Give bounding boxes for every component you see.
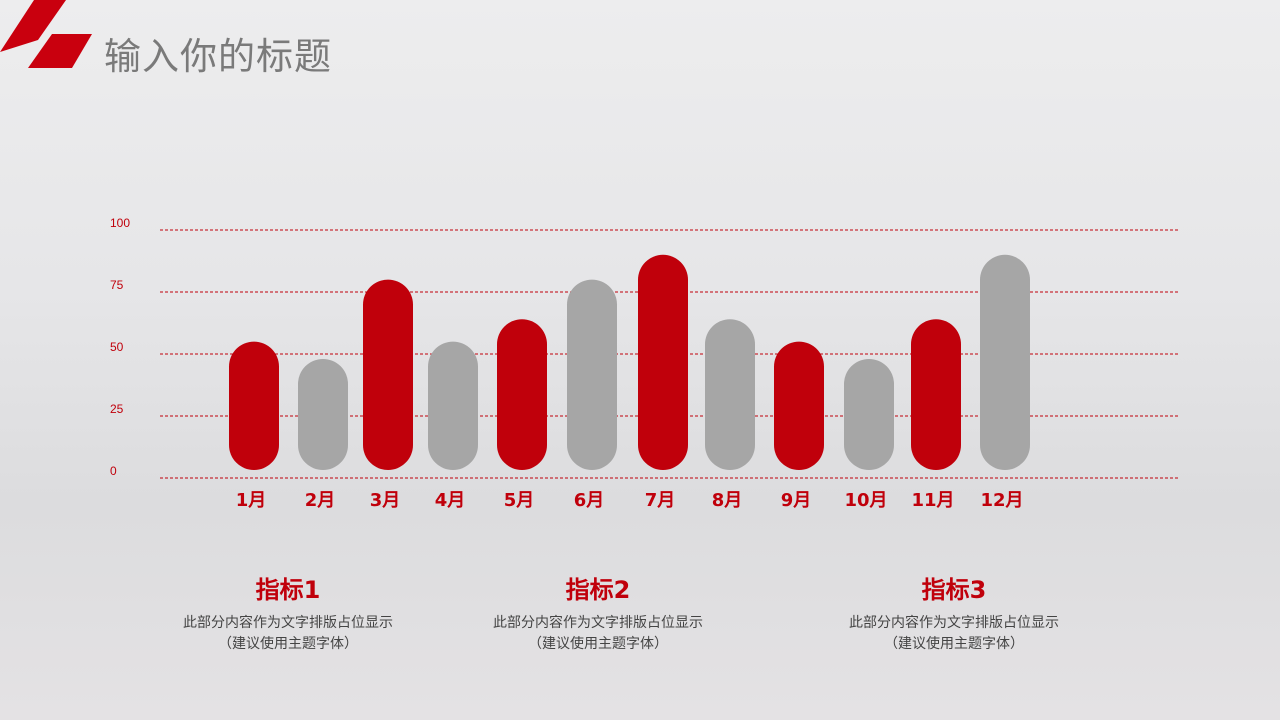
x-tick-label: 11月 bbox=[911, 490, 954, 511]
indicator-desc: 此部分内容作为文字排版占位显示 bbox=[493, 615, 703, 631]
bar bbox=[497, 319, 547, 470]
x-tick-label: 10月 bbox=[844, 490, 887, 511]
page-title: 输入你的标题 bbox=[104, 35, 332, 78]
bar bbox=[428, 341, 478, 470]
indicator-2: 指标2 此部分内容作为文字排版占位显示 （建议使用主题字体） bbox=[468, 570, 728, 655]
logo-icon bbox=[0, 0, 92, 68]
indicator-note: （建议使用主题字体） bbox=[218, 636, 358, 652]
indicator-title: 指标1 bbox=[255, 576, 321, 604]
bar bbox=[774, 341, 824, 470]
bar bbox=[705, 319, 755, 470]
y-tick-label: 25 bbox=[110, 402, 124, 416]
x-tick-label: 4月 bbox=[435, 490, 466, 511]
indicator-desc: 此部分内容作为文字排版占位显示 bbox=[183, 615, 393, 631]
x-tick-label: 5月 bbox=[504, 490, 535, 511]
indicator-1: 指标1 此部分内容作为文字排版占位显示 （建议使用主题字体） bbox=[158, 570, 418, 655]
y-tick-label: 50 bbox=[110, 340, 124, 354]
y-tick-label: 75 bbox=[110, 278, 124, 292]
bar bbox=[298, 358, 348, 470]
indicator-title: 指标3 bbox=[921, 576, 987, 604]
x-tick-label: 3月 bbox=[370, 490, 401, 511]
bar bbox=[567, 279, 617, 470]
x-tick-label: 2月 bbox=[305, 490, 336, 511]
bar bbox=[229, 341, 279, 470]
x-tick-label: 12月 bbox=[980, 490, 1023, 511]
y-tick-label: 100 bbox=[110, 216, 130, 230]
indicator-title: 指标2 bbox=[565, 576, 631, 604]
indicator-note: （建议使用主题字体） bbox=[528, 636, 668, 652]
bar bbox=[980, 254, 1030, 470]
indicator-desc: 此部分内容作为文字排版占位显示 bbox=[849, 615, 1059, 631]
bar bbox=[363, 279, 413, 470]
x-tick-label: 1月 bbox=[236, 490, 267, 511]
bar bbox=[911, 319, 961, 470]
bar bbox=[638, 254, 688, 470]
indicator-3: 指标3 此部分内容作为文字排版占位显示 （建议使用主题字体） bbox=[824, 570, 1084, 655]
bar bbox=[844, 358, 894, 470]
x-tick-label: 7月 bbox=[645, 490, 676, 511]
x-tick-label: 8月 bbox=[712, 490, 743, 511]
x-tick-label: 9月 bbox=[781, 490, 812, 511]
y-tick-label: 0 bbox=[110, 464, 117, 478]
indicator-note: （建议使用主题字体） bbox=[884, 636, 1024, 652]
x-tick-label: 6月 bbox=[574, 490, 605, 511]
